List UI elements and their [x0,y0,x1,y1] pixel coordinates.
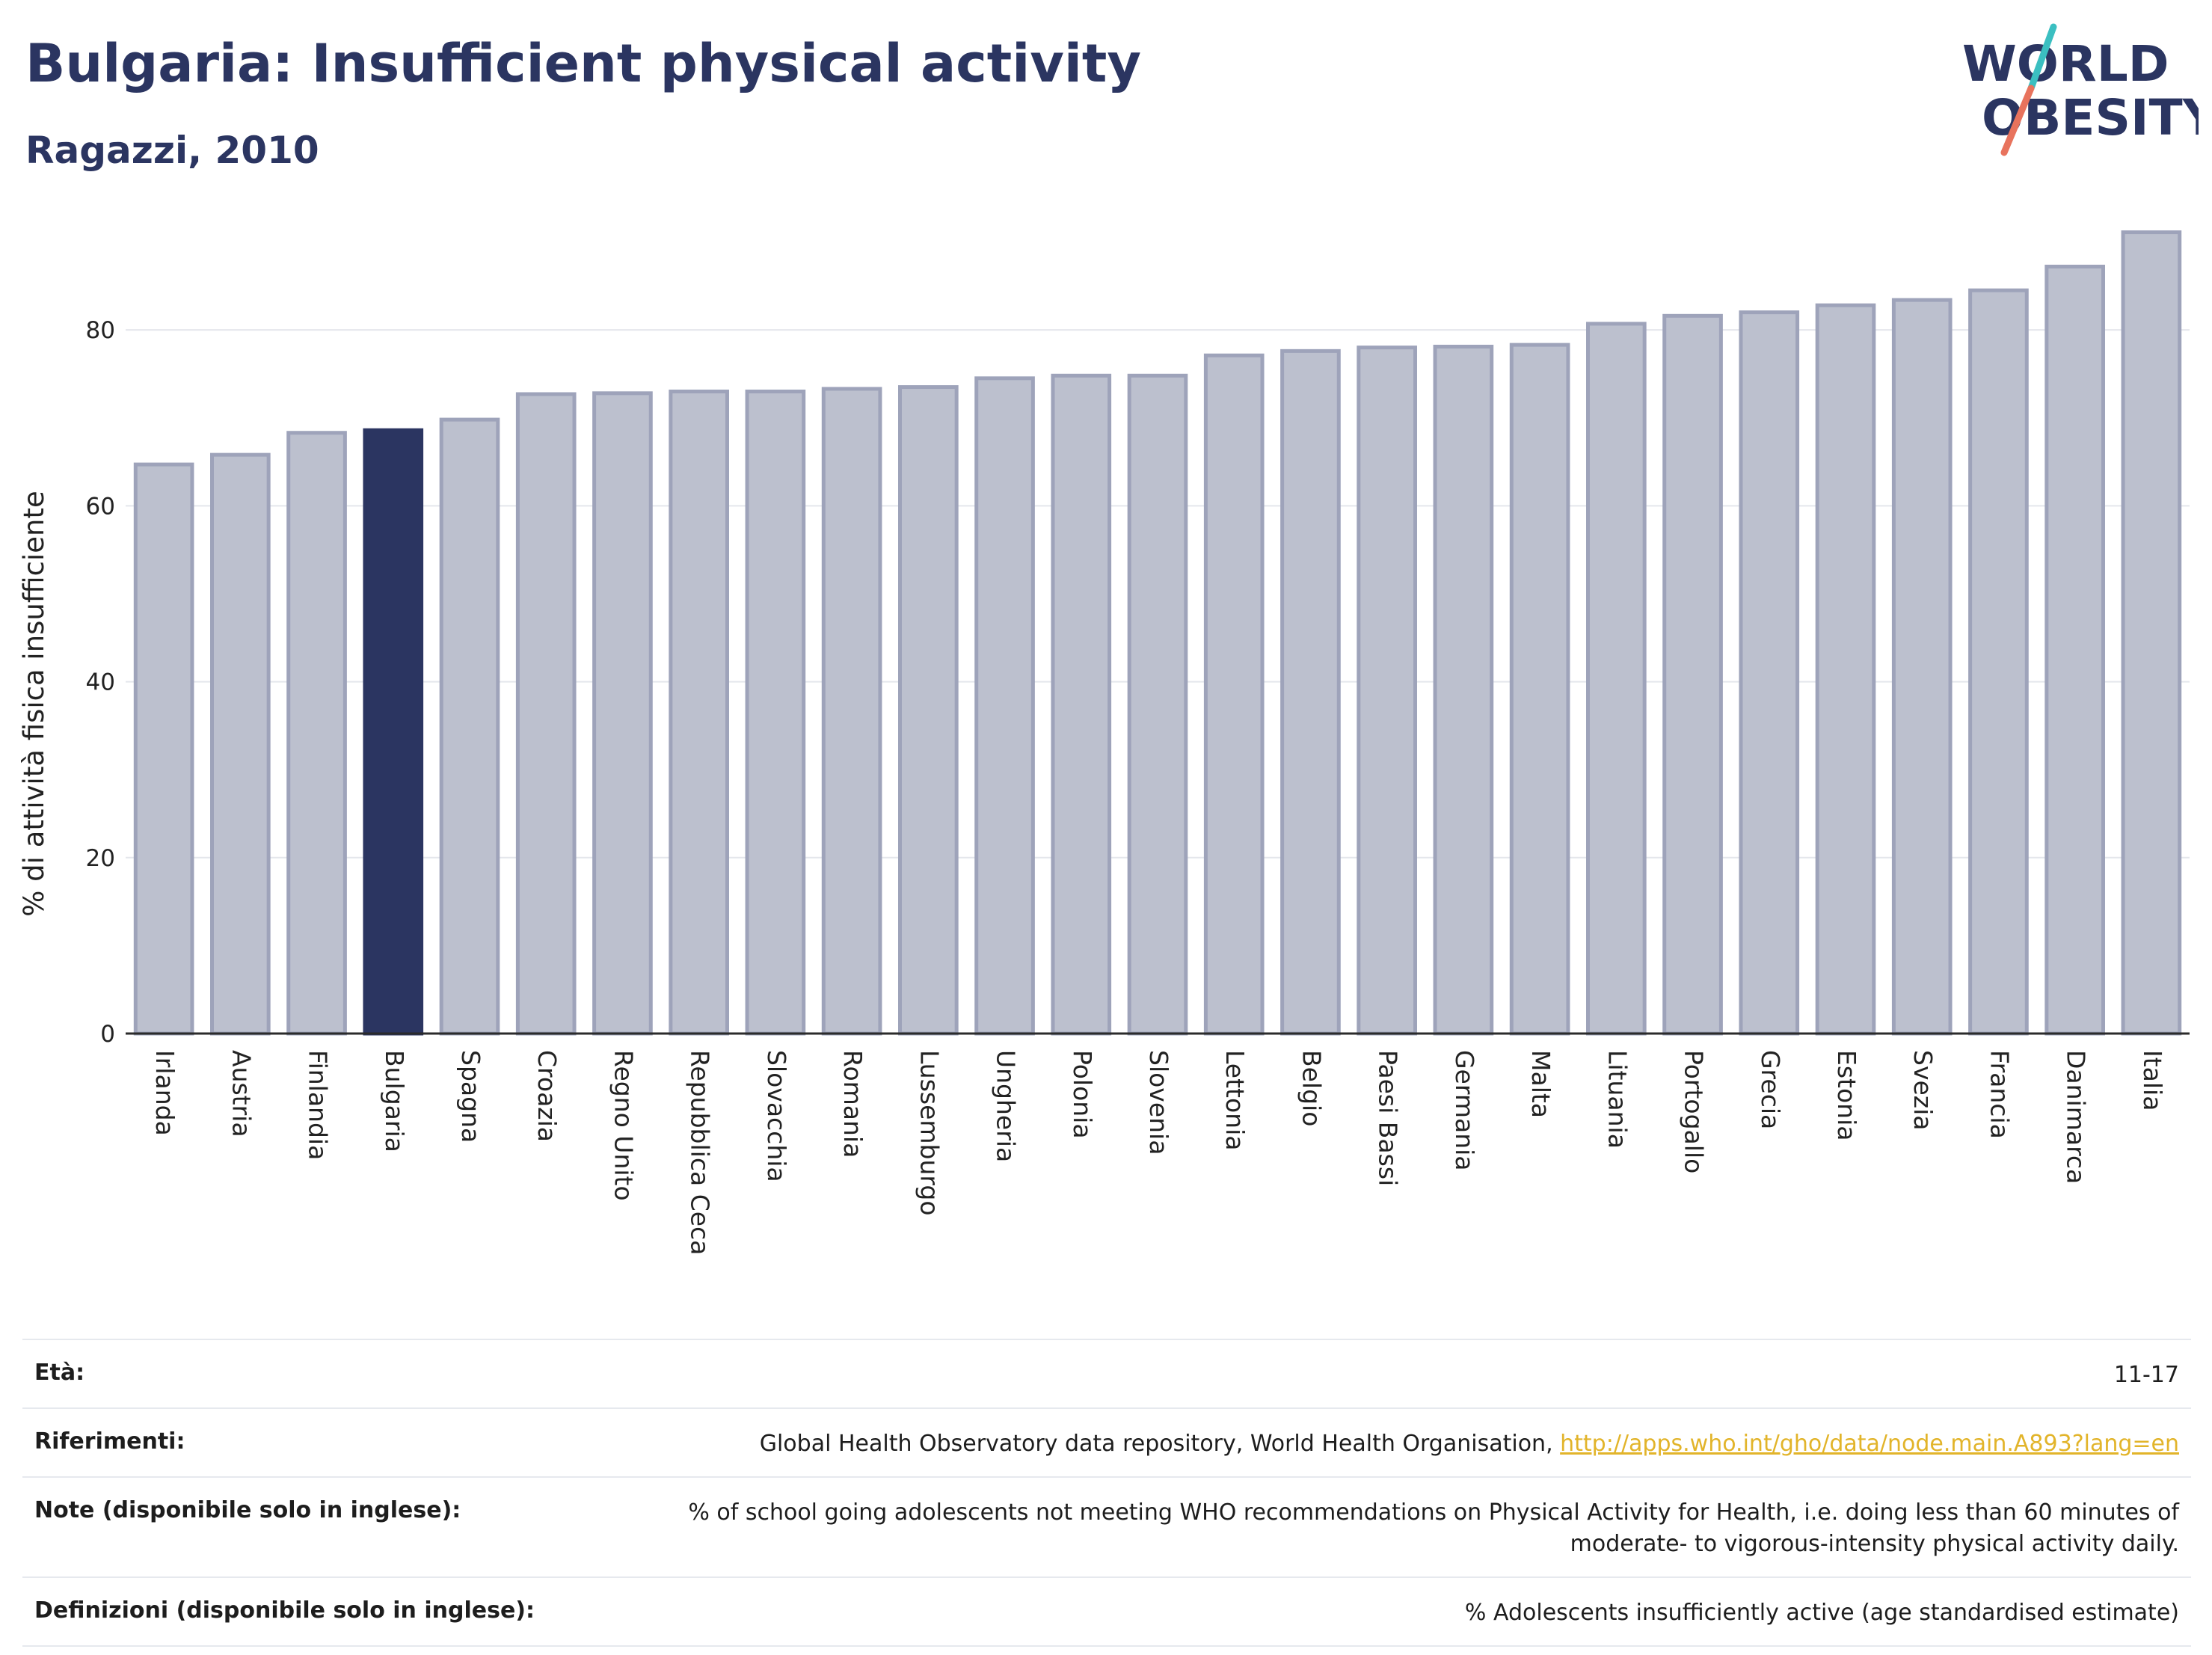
x-tick-label: Polonia [1068,1050,1097,1139]
notes-value: % of school going adolescents not meetin… [688,1497,2179,1560]
x-tick-label: Romania [838,1050,867,1158]
notes-line-1: % of school going adolescents not meetin… [688,1499,2179,1526]
bar-slovacchia[interactable] [745,389,806,1036]
page-subtitle: Ragazzi, 2010 [25,129,319,172]
x-tick-label: Malta [1526,1050,1555,1118]
x-tick-label: Francia [1985,1050,2014,1139]
info-row-definitions: Definizioni (disponibile solo in inglese… [22,1578,2191,1647]
x-tick-label: Croazia [532,1050,562,1142]
age-label: Età: [34,1360,85,1386]
x-tick-label: Lituania [1603,1050,1632,1149]
x-tick-label: Lussemburgo [915,1050,944,1216]
x-tick-label: Bulgaria [380,1050,409,1152]
info-row-age: Età: 11-17 [22,1340,2191,1409]
bar-ungheria[interactable] [974,376,1035,1036]
logo-text-world: WORLD [1962,35,2169,93]
bar-estonia[interactable] [1815,303,1876,1036]
x-tick-label: Lettonia [1220,1050,1250,1150]
references-value: Global Health Observatory data repositor… [760,1428,2179,1460]
bar-romania[interactable] [821,387,882,1036]
x-tick-label: Grecia [1756,1050,1785,1129]
bar-croazia[interactable] [515,392,577,1036]
bar-slovenia[interactable] [1127,373,1188,1036]
bar-lettonia[interactable] [1203,353,1265,1036]
info-row-notes: Note (disponibile solo in inglese): % of… [22,1478,2191,1578]
age-value: 11-17 [2113,1362,2179,1388]
x-tick-label: Estonia [1832,1050,1861,1140]
x-tick-label: Portogallo [1680,1050,1709,1173]
y-tick-label: 60 [86,493,115,520]
x-tick-label: Danimarca [2062,1050,2091,1184]
x-tick-label: Austria [227,1050,256,1137]
x-tick-label: Spagna [456,1050,485,1143]
x-tick-label: Germania [1450,1050,1479,1171]
bar-belgio[interactable] [1280,348,1341,1036]
x-tick-label: Svezia [1908,1050,1938,1131]
notes-line-2: moderate- to vigorous-intensity physical… [1570,1531,2179,1557]
y-axis-label: % di attività fisica insufficiente [18,491,50,917]
x-tick-label: Slovacchia [762,1050,791,1182]
bar-irlanda[interactable] [133,462,194,1036]
x-tick-label: Irlanda [150,1050,179,1136]
x-tick-label: Belgio [1297,1050,1326,1126]
references-link[interactable]: http://apps.who.int/gho/data/node.main.A… [1560,1431,2179,1457]
definitions-label: Definizioni (disponibile solo in inglese… [34,1597,535,1624]
bar-polonia[interactable] [1051,373,1112,1036]
page-title: Bulgaria: Insufficient physical activity [25,33,1141,94]
y-tick-label: 20 [86,845,115,872]
info-table: Età: 11-17 Riferimenti: Global Health Ob… [22,1339,2191,1647]
y-tick-label: 40 [86,669,115,696]
bars [133,230,2182,1036]
bar-repubblica-ceca[interactable] [669,389,729,1036]
logo-slash-coral [2000,85,2035,156]
bar-portogallo[interactable] [1662,313,1723,1036]
x-tick-labels: Irlanda Austria Finlandia Bulgaria Spagna Cro… [150,1050,2167,1255]
y-tick-labels: 0 20 40 60 80 [86,317,115,1048]
y-tick-label: 0 [100,1021,115,1048]
x-tick-label: Regno Unito [609,1050,638,1201]
logo-slash-teal [2027,23,2057,92]
references-text: Global Health Observatory data repositor… [759,1431,1561,1457]
bar-bulgaria[interactable] [363,428,424,1036]
references-label: Riferimenti: [34,1428,185,1455]
bar-francia[interactable] [1968,288,2029,1036]
bar-finlandia[interactable] [286,431,347,1036]
notes-label: Note (disponibile solo in inglese): [34,1497,461,1523]
bar-chart: 0 20 40 60 80 Irlanda Austria Finlandia Bulgari… [18,230,2190,1255]
x-tick-label: Paesi Bassi [1374,1050,1403,1186]
bar-lituania[interactable] [1586,322,1647,1036]
info-row-references: Riferimenti: Global Health Observatory d… [22,1409,2191,1478]
x-tick-label: Repubblica Ceca [686,1050,715,1255]
bar-spagna[interactable] [439,417,500,1036]
y-tick-label: 80 [86,317,115,344]
bar-regno-unito[interactable] [592,391,653,1036]
bar-italia[interactable] [2121,230,2182,1036]
x-tick-label: Finlandia [304,1050,333,1160]
bar-grecia[interactable] [1739,310,1800,1036]
bar-germania[interactable] [1433,344,1494,1036]
bar-danimarca[interactable] [2044,264,2105,1036]
bar-malta[interactable] [1509,343,1570,1036]
definitions-value: % Adolescents insufficiently active (age… [1464,1600,2179,1626]
x-tick-label: Ungheria [992,1050,1021,1162]
bar-lussemburgo[interactable] [898,385,959,1036]
bar-svezia[interactable] [1891,298,1953,1036]
x-tick-label: Slovenia [1144,1050,1173,1155]
x-tick-label: Italia [2138,1050,2167,1111]
world-obesity-logo: WORLD OBESITY [1962,23,2199,156]
bar-paesi-bassi[interactable] [1357,346,1417,1036]
bar-austria[interactable] [210,452,271,1036]
